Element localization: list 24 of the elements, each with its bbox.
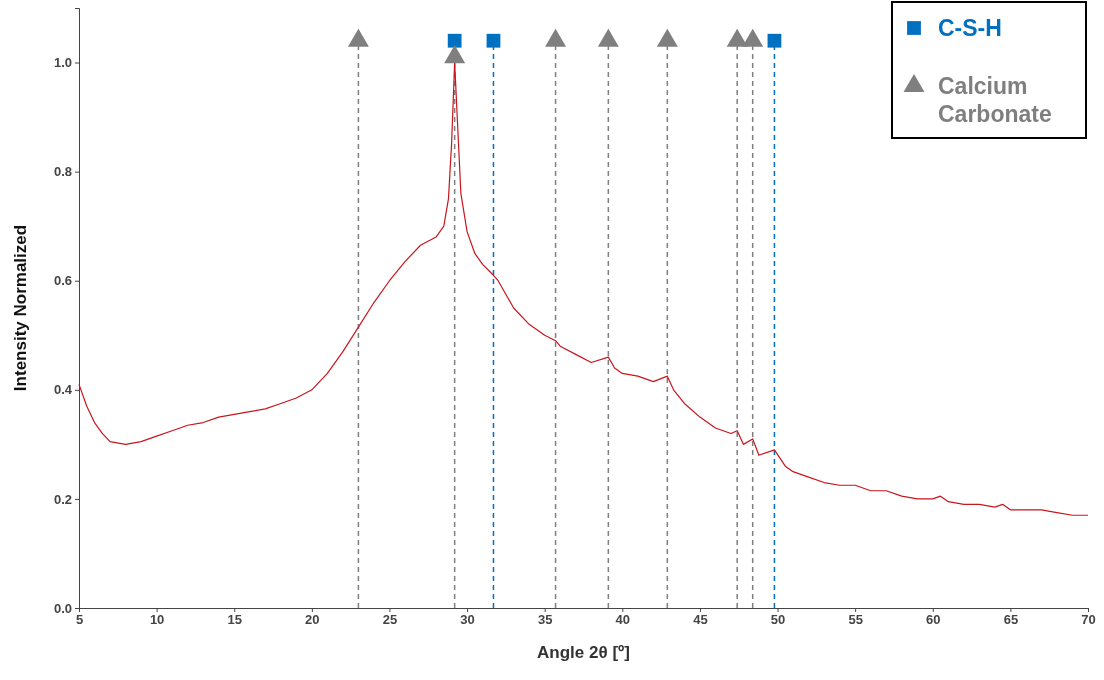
legend-label: Calcium Carbonate — [938, 73, 1052, 127]
y-tick-label: 0.4 — [53, 382, 73, 398]
x-tick-label: 40 — [615, 612, 631, 628]
x-tick-label: 5 — [75, 612, 84, 628]
y-tick-label: 0.6 — [53, 273, 72, 289]
y-tick-label: 0.8 — [53, 164, 72, 180]
x-tick-label: 15 — [227, 612, 242, 628]
x-tick-label: 50 — [770, 612, 786, 628]
y-tick-label: 0.2 — [53, 491, 72, 507]
x-tick-label: 55 — [848, 612, 863, 628]
x-tick-label: 25 — [382, 612, 398, 628]
x-tick-label: 10 — [149, 612, 165, 628]
y-tick-label: 0.0 — [53, 600, 72, 616]
x-tick-label: 35 — [537, 612, 553, 628]
x-tick-label: 20 — [305, 612, 320, 628]
y-tick-label: 1.0 — [53, 55, 72, 71]
x-tick-label: 70 — [1081, 612, 1096, 628]
legend-label: C-S-H — [938, 15, 1002, 41]
x-tick-label: 30 — [460, 612, 475, 628]
x-tick-label: 65 — [1003, 612, 1019, 628]
x-tick-label: 45 — [693, 612, 708, 628]
x-axis-title: Angle 2θ [º] — [537, 643, 630, 662]
x-tick-label: 60 — [926, 612, 941, 628]
y-axis-title: Intensity Normalized — [11, 224, 30, 392]
